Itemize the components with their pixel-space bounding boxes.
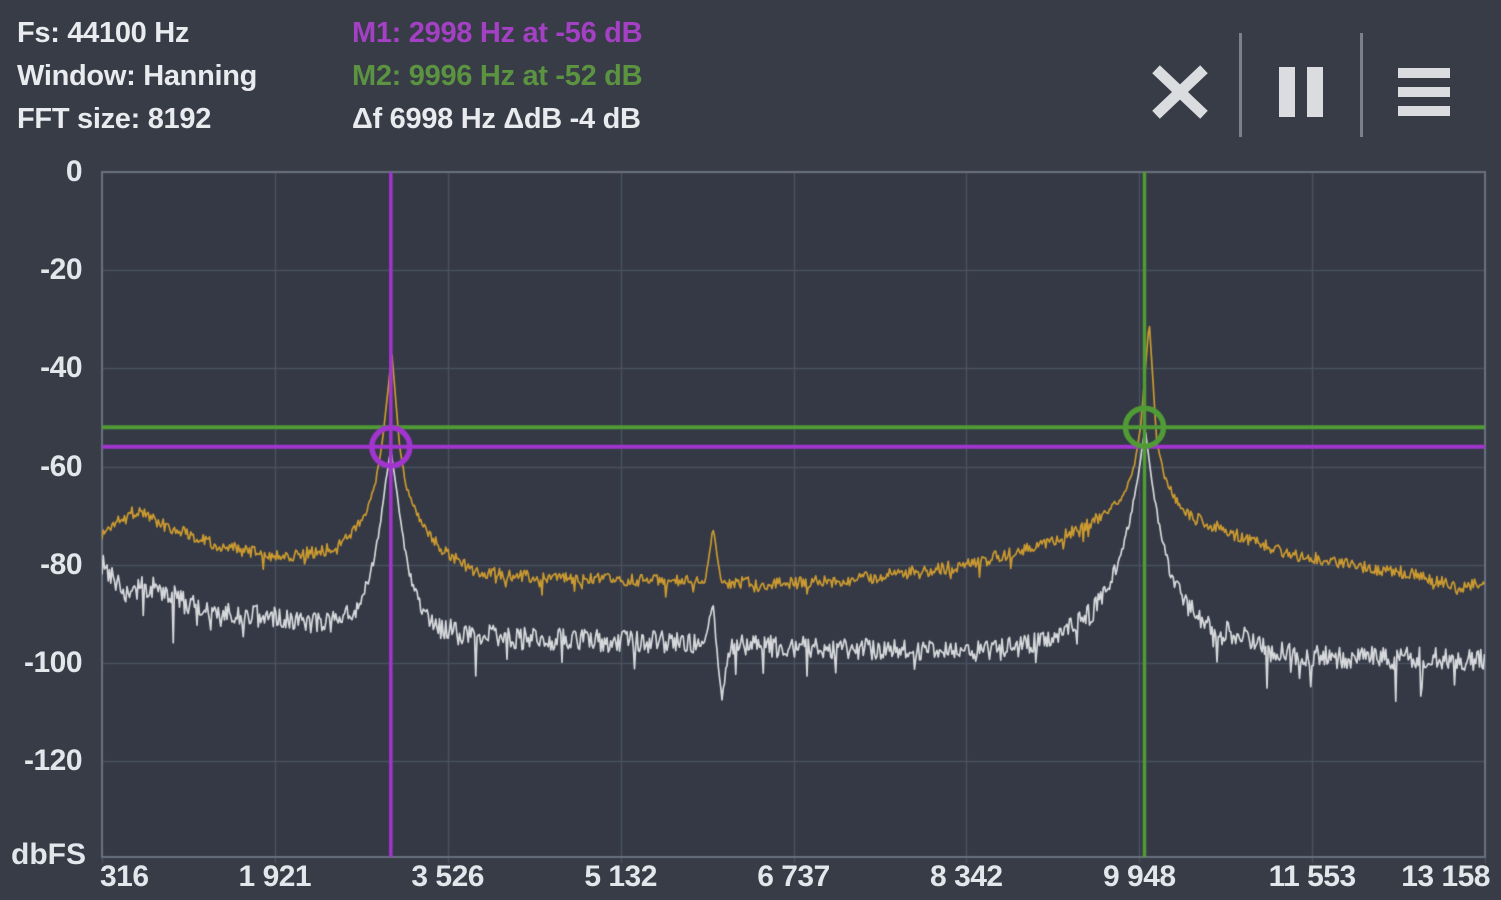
toolbar-divider — [1360, 33, 1363, 137]
pause-button[interactable] — [1279, 67, 1323, 117]
menu-icon — [1398, 68, 1450, 78]
sample-rate-label: Fs: 44100 Hz — [17, 17, 190, 49]
fft-size-label: FFT size: 8192 — [17, 103, 212, 135]
fft-info-block: Fs: 44100 Hz Window: Hanning FFT size: 8… — [17, 12, 257, 141]
menu-button[interactable] — [1398, 68, 1450, 116]
close-button[interactable] — [1152, 63, 1208, 121]
window-function-label: Window: Hanning — [17, 60, 258, 92]
marker-delta-readout: Δf 6998 Hz ΔdB -4 dB — [352, 103, 641, 135]
marker-readout-block: M1: 2998 Hz at -56 dB M2: 9996 Hz at -52… — [352, 12, 643, 141]
marker1-readout: M1: 2998 Hz at -56 dB — [352, 17, 643, 49]
pause-icon — [1279, 67, 1295, 117]
marker2-readout: M2: 9996 Hz at -52 dB — [352, 60, 643, 92]
toolbar-divider — [1239, 33, 1242, 137]
close-icon — [1152, 65, 1208, 124]
